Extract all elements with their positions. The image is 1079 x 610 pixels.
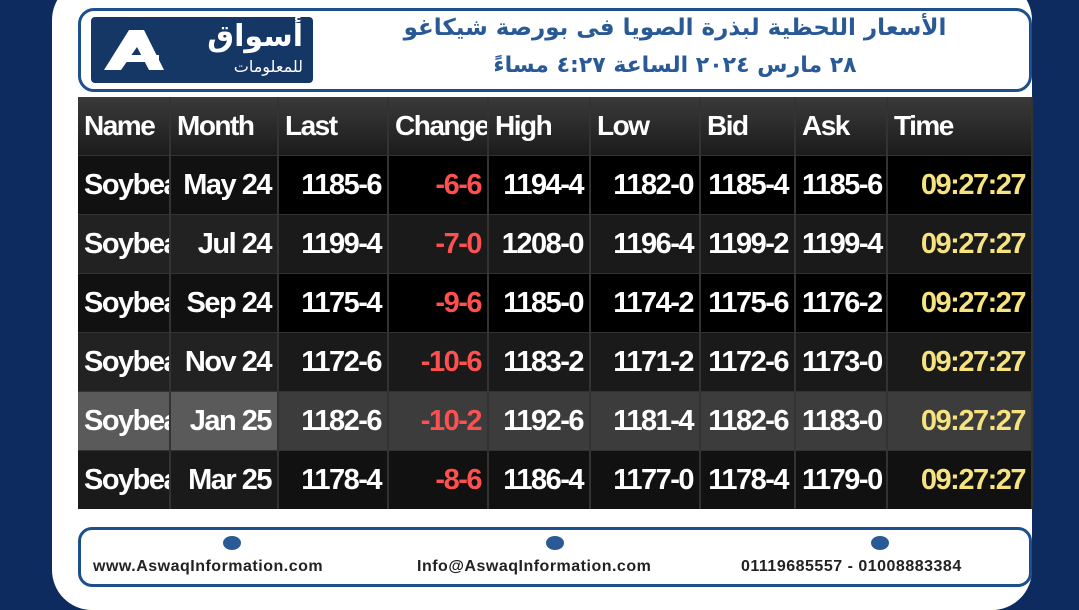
table-cell: 09:27:27 — [887, 332, 1033, 392]
table-cell: 1183-2 — [488, 332, 591, 392]
phone-icon — [871, 536, 889, 550]
table-cell: 1186-4 — [488, 450, 591, 509]
table-cell: 09:27:27 — [887, 214, 1033, 274]
table-cell: -7-0 — [388, 214, 489, 274]
table-cell: 09:27:27 — [887, 391, 1033, 451]
column-header: Month — [170, 97, 279, 156]
logo-name: أسواق — [207, 19, 303, 54]
column-header: Change — [388, 97, 489, 156]
table-cell: 1173-0 — [795, 332, 888, 392]
email-icon — [546, 536, 564, 550]
table-cell: Mar 25 — [170, 450, 279, 509]
title: الأسعار اللحظية لبذرة الصويا فى بورصة شي… — [403, 15, 947, 41]
table-row: SoybeanJan 251182-6-10-21192-61181-41182… — [78, 391, 1033, 451]
web-icon — [223, 536, 241, 550]
table-cell: -6-6 — [388, 155, 489, 215]
table-row: SoybeanJul 241199-4-7-01208-01196-41199-… — [78, 214, 1033, 274]
footer: www.AswaqInformation.com Info@AswaqInfor… — [78, 527, 1032, 587]
logo-tagline: للمعلومات — [233, 57, 303, 76]
logo: أسواق للمعلومات — [91, 17, 313, 83]
column-header: Time — [887, 97, 1033, 156]
table-cell: 1172-6 — [278, 332, 389, 392]
table-cell: Jul 24 — [170, 214, 279, 274]
table-cell: 1179-0 — [795, 450, 888, 509]
table-row: SoybeanNov 241172-6-10-61183-21171-21172… — [78, 332, 1033, 392]
column-header: Low — [590, 97, 701, 156]
table-row: SoybeanMay 241185-6-6-61194-41182-01185-… — [78, 155, 1033, 215]
table-cell: Soybean — [78, 332, 171, 392]
table-cell: 1174-2 — [590, 273, 701, 333]
table-cell: 09:27:27 — [887, 273, 1033, 333]
table-cell: 1182-0 — [590, 155, 701, 215]
table-cell: 1199-2 — [700, 214, 796, 274]
table-cell: 1194-4 — [488, 155, 591, 215]
column-header: Name — [78, 97, 171, 156]
table-cell: 1172-6 — [700, 332, 796, 392]
table-cell: 1185-0 — [488, 273, 591, 333]
phones: 01119685557 - 01008883384 — [741, 558, 962, 575]
table-cell: May 24 — [170, 155, 279, 215]
table-cell: 1178-4 — [278, 450, 389, 509]
table-cell: 1176-2 — [795, 273, 888, 333]
column-header: Bid — [700, 97, 796, 156]
website: www.AswaqInformation.com — [93, 558, 324, 575]
table-cell: 1171-2 — [590, 332, 701, 392]
table-cell: Jan 25 — [170, 391, 279, 451]
table-cell: 1183-0 — [795, 391, 888, 451]
table-cell: Soybean — [78, 155, 171, 215]
table-cell: 1185-6 — [278, 155, 389, 215]
page: أسواق للمعلومات الأسعار اللحظية لبذرة ال… — [52, 0, 1033, 610]
table-cell: -8-6 — [388, 450, 489, 509]
table-cell: Soybean — [78, 214, 171, 274]
table-cell: 1185-4 — [700, 155, 796, 215]
table-cell: Soybean — [78, 450, 171, 509]
table-cell: 1199-4 — [795, 214, 888, 274]
table-cell: 1192-6 — [488, 391, 591, 451]
table-cell: 1185-6 — [795, 155, 888, 215]
table-body: SoybeanMay 241185-6-6-61194-41182-01185-… — [78, 155, 1033, 509]
table-cell: 1182-6 — [278, 391, 389, 451]
table-cell: 1177-0 — [590, 450, 701, 509]
table-row: SoybeanMar 251178-4-8-61186-41177-01178-… — [78, 450, 1033, 509]
table-cell: 1175-4 — [278, 273, 389, 333]
table-cell: 1178-4 — [700, 450, 796, 509]
table-cell: 09:27:27 — [887, 155, 1033, 215]
header: أسواق للمعلومات الأسعار اللحظية لبذرة ال… — [78, 8, 1032, 92]
table-cell: Sep 24 — [170, 273, 279, 333]
table-cell: Soybean — [78, 391, 171, 451]
table-cell: 1196-4 — [590, 214, 701, 274]
table-cell: 09:27:27 — [887, 450, 1033, 509]
table-row: SoybeanSep 241175-4-9-61185-01174-21175-… — [78, 273, 1033, 333]
column-header: Ask — [795, 97, 888, 156]
column-header: High — [488, 97, 591, 156]
table-cell: Soybean — [78, 273, 171, 333]
subtitle: ٢٨ مارس ٢٠٢٤ الساعة ٤:٢٧ مساءً — [493, 53, 857, 78]
table-cell: Nov 24 — [170, 332, 279, 392]
table-cell: 1208-0 — [488, 214, 591, 274]
table-cell: 1175-6 — [700, 273, 796, 333]
table-cell: 1199-4 — [278, 214, 389, 274]
table-cell: -9-6 — [388, 273, 489, 333]
email: Info@AswaqInformation.com — [417, 558, 652, 575]
header-row: Name Month Last Change High Low Bid Ask Time — [78, 97, 1033, 156]
table-cell: -10-6 — [388, 332, 489, 392]
table-cell: 1182-6 — [700, 391, 796, 451]
price-table: Name Month Last Change High Low Bid Ask Time Soy… — [78, 97, 1033, 509]
column-header: Last — [278, 97, 389, 156]
table-cell: 1181-4 — [590, 391, 701, 451]
logo-icon — [104, 30, 164, 70]
table-cell: -10-2 — [388, 391, 489, 451]
